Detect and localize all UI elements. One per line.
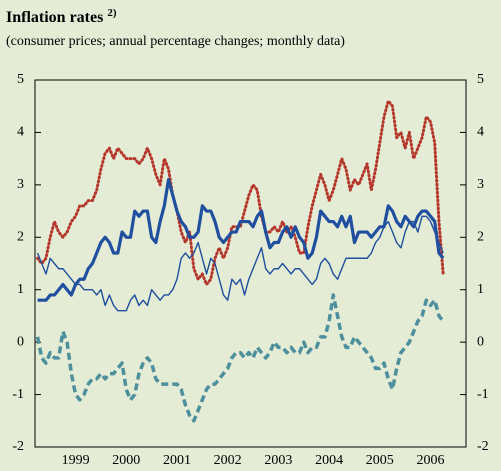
series-line bbox=[36, 215, 444, 312]
y2-tick-label: -1 bbox=[477, 387, 489, 402]
chart-subtitle: (consumer prices; annual percentage chan… bbox=[6, 34, 345, 49]
y-tick-label: 4 bbox=[17, 125, 24, 140]
x-tick-label: 2003 bbox=[264, 453, 292, 468]
y-tick-label: 5 bbox=[17, 72, 24, 87]
x-tick-label: 1999 bbox=[62, 453, 90, 468]
title-note: 2) bbox=[107, 7, 117, 19]
y2-tick-label: 5 bbox=[477, 72, 484, 87]
plot-frame bbox=[34, 79, 467, 448]
y-tick-label: 0 bbox=[17, 334, 24, 349]
x-tick-label: 2006 bbox=[417, 453, 445, 468]
title-text: Inflation rates bbox=[6, 9, 103, 26]
y2-tick-label: 3 bbox=[477, 177, 484, 192]
y2-tick-label: 4 bbox=[477, 125, 484, 140]
series-line bbox=[35, 293, 445, 423]
y2-tick-label: 0 bbox=[477, 334, 484, 349]
x-tick-label: 2002 bbox=[214, 453, 242, 468]
y-tick-label: -1 bbox=[12, 387, 24, 402]
x-tick-label: 2005 bbox=[366, 453, 394, 468]
y2-tick-label: 1 bbox=[477, 282, 484, 297]
y-tick-label: 3 bbox=[17, 177, 24, 192]
y-tick-label: 1 bbox=[17, 282, 24, 297]
x-tick-label: 2004 bbox=[315, 453, 343, 468]
y2-tick-label: 2 bbox=[477, 230, 484, 245]
y2-tick-label: -2 bbox=[477, 439, 489, 454]
series-line bbox=[36, 99, 445, 286]
x-tick-label: 2001 bbox=[163, 453, 191, 468]
series-line bbox=[37, 178, 445, 302]
chart-title: Inflation rates 2) bbox=[6, 7, 117, 26]
y-tick-label: -2 bbox=[12, 439, 24, 454]
x-tick-label: 2000 bbox=[112, 453, 140, 468]
y-tick-label: 2 bbox=[17, 230, 24, 245]
